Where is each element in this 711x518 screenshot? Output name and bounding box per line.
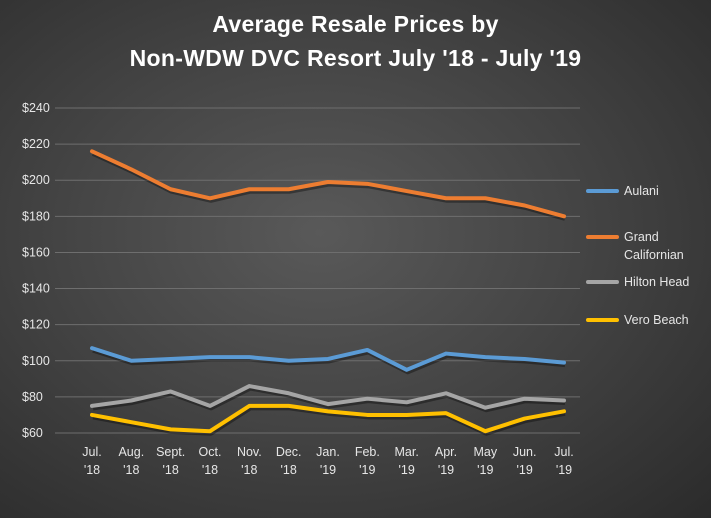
x-tick-label: Nov. — [237, 445, 262, 459]
legend-label: Aulani — [624, 184, 659, 198]
series-line-grand-californian — [90, 149, 566, 219]
y-tick-label: $200 — [22, 173, 50, 187]
x-tick-label: Jul. — [82, 445, 101, 459]
legend-label: Californian — [624, 248, 684, 262]
x-tick-label: '18 — [163, 463, 179, 477]
y-tick-label: $80 — [22, 390, 43, 404]
x-tick-label: Feb. — [355, 445, 380, 459]
x-tick-label: '19 — [359, 463, 375, 477]
chart-title-line-1: Average Resale Prices by — [212, 11, 499, 37]
y-tick-label: $140 — [22, 282, 50, 296]
x-tick-label: '18 — [123, 463, 139, 477]
x-tick-label: May — [474, 445, 498, 459]
x-tick-label: '19 — [556, 463, 572, 477]
x-tick-label: '18 — [281, 463, 297, 477]
x-tick-label: Sept. — [156, 445, 185, 459]
y-tick-label: $240 — [22, 101, 50, 115]
x-tick-label: '18 — [84, 463, 100, 477]
x-tick-label: Mar. — [395, 445, 419, 459]
x-tick-label: Dec. — [276, 445, 302, 459]
y-tick-label: $60 — [22, 426, 43, 440]
x-tick-label: '19 — [517, 463, 533, 477]
x-tick-label: '19 — [320, 463, 336, 477]
x-tick-label: '18 — [241, 463, 257, 477]
y-tick-label: $160 — [22, 245, 50, 259]
x-tick-label: '18 — [202, 463, 218, 477]
x-tick-label: Jan. — [316, 445, 340, 459]
chart-title-line-2: Non-WDW DVC Resort July '18 - July '19 — [129, 45, 582, 71]
x-tick-label: '19 — [438, 463, 454, 477]
y-tick-label: $100 — [22, 354, 50, 368]
y-tick-label: $220 — [22, 137, 50, 151]
x-tick-label: '19 — [399, 463, 415, 477]
y-tick-label: $180 — [22, 209, 50, 223]
x-tick-label: Oct. — [199, 445, 222, 459]
legend-label: Vero Beach — [624, 313, 689, 327]
y-tick-label: $120 — [22, 318, 50, 332]
x-tick-label: '19 — [477, 463, 493, 477]
legend-label: Hilton Head — [624, 275, 689, 289]
x-tick-label: Aug. — [118, 445, 144, 459]
x-tick-label: Apr. — [435, 445, 457, 459]
legend-label: Grand — [624, 230, 659, 244]
x-tick-label: Jun. — [513, 445, 537, 459]
x-tick-label: Jul. — [554, 445, 573, 459]
